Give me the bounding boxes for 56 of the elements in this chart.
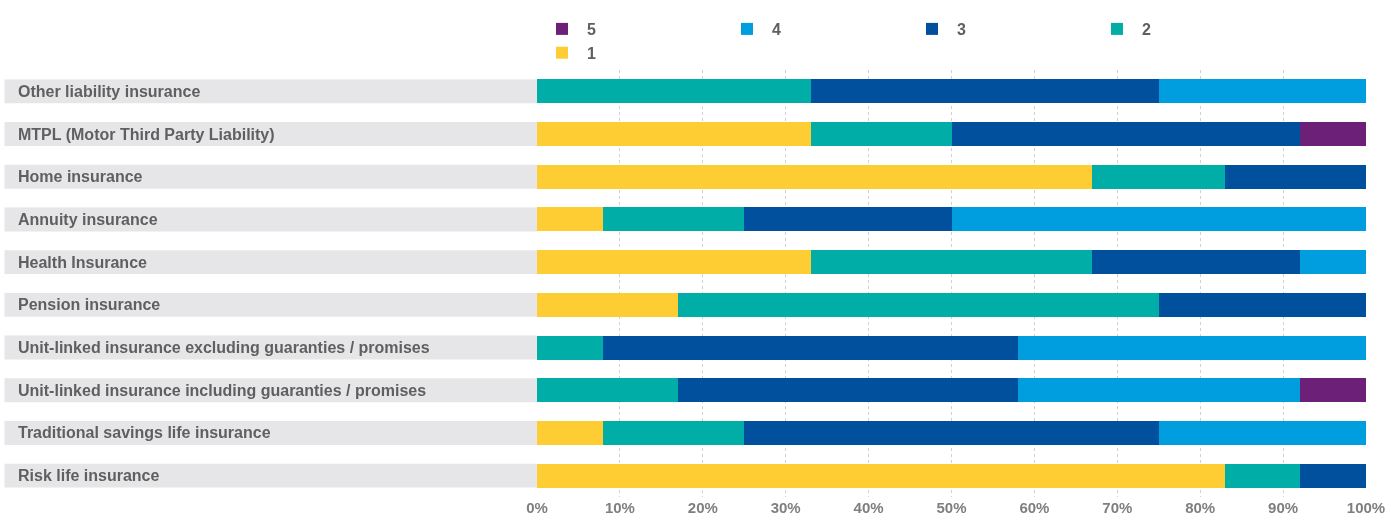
bar [951,122,1300,147]
legend-label: 5 [587,21,596,39]
x-tick-label: 40% [853,499,884,516]
bar [1092,250,1300,275]
bar [1158,79,1366,104]
bar [537,207,604,232]
bar [1017,378,1300,403]
y-tick-label: Risk life insurance [18,467,160,484]
x-tick-label: 100% [1346,499,1386,516]
y-tick-label: Health Insurance [18,254,148,271]
bar [1299,250,1366,275]
bar [677,378,1018,403]
bar [1299,378,1366,403]
bar [1092,164,1226,189]
bar [1299,122,1366,147]
bar [1225,463,1300,488]
legend-label: 1 [587,44,596,62]
y-tick-label: Traditional savings life insurance [18,424,271,441]
legend-label: 2 [1142,21,1151,39]
bar [744,207,952,232]
bar [1158,420,1366,445]
bar [603,335,1018,360]
y-tick-label: Unit-linked insurance including guaranties / promises [18,382,427,399]
bar [537,292,678,317]
x-tick-label: 0% [526,499,548,516]
x-tick-label: 20% [687,499,718,516]
x-tick-label: 30% [770,499,801,516]
bar [1225,164,1366,189]
bar [1017,335,1366,360]
y-tick-label: Unit-linked insurance excluding guaranties / promises [18,339,430,356]
bar [810,122,952,147]
bar [1158,292,1366,317]
bar [603,207,745,232]
y-tick-label: Annuity insurance [18,211,158,228]
y-tick-label: Other liability insurance [18,83,201,100]
y-tick-label: Pension insurance [18,296,161,313]
bar [744,420,1159,445]
bar [537,420,604,445]
x-tick-label: 60% [1019,499,1050,516]
legend-label: 4 [772,21,781,39]
bar [603,420,745,445]
x-tick-label: 80% [1185,499,1216,516]
x-tick-label: 70% [1102,499,1133,516]
y-tick-label: Home insurance [18,168,143,185]
y-tick-label: MTPL (Motor Third Party Liability) [18,126,275,143]
bar [537,335,604,360]
bar [677,292,1159,317]
bar [810,250,1093,275]
x-tick-label: 50% [936,499,967,516]
legend-label: 3 [957,21,966,39]
x-tick-label: 10% [604,499,635,516]
bar [1299,463,1366,488]
bar [951,207,1366,232]
bar [810,79,1159,104]
x-tick-label: 90% [1268,499,1299,516]
bar [537,378,678,403]
